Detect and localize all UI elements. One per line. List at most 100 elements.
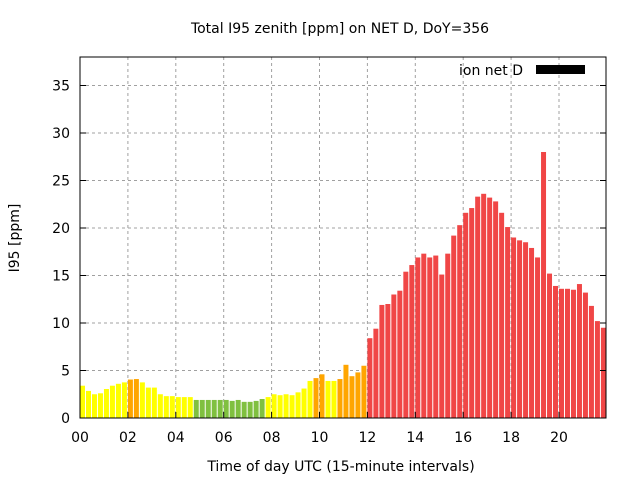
bar bbox=[97, 393, 103, 418]
bar bbox=[349, 376, 355, 418]
bar bbox=[469, 208, 475, 418]
bar bbox=[481, 193, 487, 418]
bar bbox=[247, 401, 253, 418]
x-tick-label: 16 bbox=[454, 430, 472, 446]
bar bbox=[475, 196, 481, 418]
bar bbox=[175, 397, 181, 418]
bar bbox=[163, 396, 169, 418]
bar bbox=[445, 253, 451, 418]
y-tick-label: 5 bbox=[61, 364, 70, 380]
y-axis-label: I95 [ppm] bbox=[7, 204, 23, 273]
bar bbox=[600, 327, 606, 418]
x-tick-label: 08 bbox=[263, 430, 281, 446]
bar bbox=[211, 399, 217, 418]
bar bbox=[391, 294, 397, 418]
bar bbox=[265, 397, 271, 418]
bar bbox=[379, 304, 385, 418]
bar bbox=[181, 397, 187, 418]
bar bbox=[157, 394, 163, 418]
bar bbox=[582, 292, 588, 418]
bar bbox=[121, 382, 127, 418]
bar bbox=[91, 394, 97, 418]
bar bbox=[187, 397, 193, 418]
x-tick-label: 06 bbox=[215, 430, 233, 446]
bar bbox=[115, 383, 121, 418]
bar bbox=[235, 399, 241, 418]
bar bbox=[427, 257, 433, 418]
bar bbox=[385, 304, 391, 418]
plot-frame bbox=[79, 56, 607, 419]
x-tick-label: 18 bbox=[502, 430, 520, 446]
bar bbox=[103, 389, 109, 418]
bar bbox=[594, 321, 600, 418]
bar bbox=[588, 305, 594, 418]
bar bbox=[576, 284, 582, 418]
bar bbox=[289, 395, 295, 418]
bar bbox=[547, 273, 553, 418]
bar bbox=[151, 387, 157, 418]
bar bbox=[229, 400, 235, 418]
x-tick-label: 20 bbox=[550, 430, 568, 446]
legend-swatch bbox=[536, 65, 585, 74]
x-axis-label: Time of day UTC (15-minute intervals) bbox=[206, 459, 474, 475]
bar bbox=[541, 152, 547, 418]
x-tick-label: 12 bbox=[358, 430, 376, 446]
x-tick-label: 10 bbox=[311, 430, 329, 446]
bar bbox=[241, 401, 247, 418]
bar bbox=[205, 399, 211, 418]
bar bbox=[337, 379, 343, 418]
x-tick-label: 04 bbox=[167, 430, 185, 446]
x-tick-label: 00 bbox=[71, 430, 89, 446]
bar bbox=[403, 271, 409, 418]
bar bbox=[271, 394, 277, 418]
axis-ticks: 0 5 10 15 20 25 30 35 00 02 04 06 08 10 12 14 16 18 20 bbox=[52, 79, 606, 446]
bar bbox=[499, 212, 505, 418]
bar bbox=[493, 201, 499, 418]
bar bbox=[139, 382, 145, 418]
bar bbox=[451, 235, 457, 418]
bar bbox=[277, 395, 283, 418]
legend: ion net D bbox=[459, 63, 585, 79]
bar bbox=[439, 274, 445, 418]
y-tick-label: 30 bbox=[52, 126, 70, 142]
bar bbox=[559, 288, 564, 418]
bar bbox=[313, 378, 319, 418]
bar bbox=[367, 338, 373, 418]
bar bbox=[373, 328, 379, 418]
bar bbox=[397, 290, 403, 418]
y-tick-label: 10 bbox=[52, 316, 70, 332]
bar bbox=[433, 255, 439, 418]
bar bbox=[529, 247, 535, 418]
bar bbox=[553, 285, 559, 418]
bar bbox=[421, 253, 427, 418]
bar bbox=[217, 399, 223, 418]
legend-label: ion net D bbox=[459, 63, 523, 79]
bar bbox=[133, 379, 139, 418]
bar bbox=[331, 380, 337, 418]
bar bbox=[361, 365, 367, 418]
bar bbox=[505, 227, 511, 418]
y-tick-label: 35 bbox=[52, 79, 70, 95]
bar bbox=[343, 364, 349, 418]
bar bbox=[259, 399, 265, 418]
bar bbox=[463, 212, 469, 418]
bar bbox=[127, 379, 133, 418]
bar bbox=[409, 265, 415, 418]
bar bbox=[295, 392, 301, 418]
bar bbox=[85, 390, 91, 418]
y-tick-label: 0 bbox=[61, 411, 70, 427]
bar bbox=[564, 288, 570, 418]
bar bbox=[169, 396, 175, 418]
bar bbox=[80, 385, 85, 418]
bar bbox=[511, 237, 517, 418]
x-tick-label: 02 bbox=[119, 430, 137, 446]
bar bbox=[457, 225, 463, 418]
bar bbox=[109, 385, 115, 418]
y-tick-label: 15 bbox=[52, 269, 70, 285]
bar bbox=[355, 372, 361, 418]
bar bbox=[283, 394, 289, 418]
bar bbox=[199, 399, 205, 418]
bar bbox=[307, 380, 313, 418]
x-tick-label: 14 bbox=[406, 430, 424, 446]
y-tick-label: 25 bbox=[52, 174, 70, 190]
